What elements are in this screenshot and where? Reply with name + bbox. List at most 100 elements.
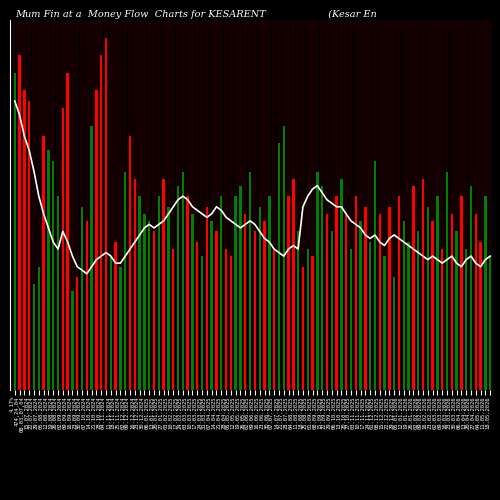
Bar bbox=[123, 20, 128, 390]
Bar bbox=[445, 20, 449, 390]
Bar bbox=[369, 242, 372, 390]
Bar bbox=[14, 73, 16, 390]
Bar bbox=[138, 20, 142, 390]
Bar bbox=[27, 20, 32, 390]
Bar bbox=[446, 172, 448, 390]
Bar bbox=[345, 214, 348, 390]
Bar bbox=[252, 20, 257, 390]
Bar bbox=[230, 256, 232, 390]
Bar bbox=[228, 20, 233, 390]
Bar bbox=[412, 186, 414, 390]
Bar bbox=[483, 20, 488, 390]
Bar bbox=[306, 249, 309, 390]
Bar bbox=[192, 214, 194, 390]
Bar bbox=[90, 20, 94, 390]
Bar bbox=[224, 20, 228, 390]
Bar bbox=[148, 221, 150, 390]
Bar bbox=[32, 20, 36, 390]
Bar bbox=[340, 178, 342, 390]
Bar bbox=[267, 20, 272, 390]
Bar bbox=[397, 20, 401, 390]
Bar bbox=[488, 20, 492, 390]
Bar bbox=[297, 232, 300, 390]
Bar bbox=[57, 196, 59, 390]
Bar bbox=[12, 20, 17, 390]
Bar bbox=[84, 20, 89, 390]
Bar bbox=[392, 20, 396, 390]
Bar bbox=[95, 90, 98, 390]
Bar bbox=[312, 256, 314, 390]
Bar bbox=[408, 242, 410, 390]
Bar bbox=[152, 20, 156, 390]
Bar bbox=[363, 20, 368, 390]
Bar bbox=[153, 232, 156, 390]
Bar bbox=[286, 20, 290, 390]
Bar bbox=[325, 20, 329, 390]
Bar bbox=[42, 136, 45, 390]
Bar bbox=[76, 277, 78, 390]
Bar bbox=[104, 20, 108, 390]
Bar bbox=[206, 207, 208, 390]
Bar bbox=[114, 242, 117, 390]
Bar bbox=[374, 161, 376, 390]
Bar bbox=[118, 20, 122, 390]
Bar bbox=[62, 108, 64, 390]
Bar bbox=[310, 20, 314, 390]
Bar bbox=[28, 101, 30, 390]
Bar bbox=[180, 20, 185, 390]
Bar bbox=[416, 20, 420, 390]
Bar bbox=[402, 221, 405, 390]
Bar bbox=[210, 221, 213, 390]
Bar bbox=[450, 214, 453, 390]
Bar bbox=[158, 196, 160, 390]
Bar bbox=[195, 20, 200, 390]
Bar bbox=[358, 20, 362, 390]
Bar bbox=[364, 207, 366, 390]
Bar bbox=[435, 20, 440, 390]
Bar bbox=[128, 20, 132, 390]
Bar bbox=[464, 20, 468, 390]
Bar bbox=[411, 20, 416, 390]
Bar bbox=[417, 232, 420, 390]
Bar bbox=[440, 20, 444, 390]
Bar bbox=[186, 196, 189, 390]
Bar bbox=[262, 20, 266, 390]
Bar bbox=[18, 55, 21, 390]
Bar bbox=[474, 214, 477, 390]
Bar bbox=[47, 150, 50, 390]
Bar bbox=[71, 292, 74, 390]
Bar bbox=[282, 20, 286, 390]
Bar bbox=[272, 20, 276, 390]
Bar bbox=[349, 20, 353, 390]
Bar bbox=[162, 178, 165, 390]
Bar bbox=[204, 20, 209, 390]
Bar bbox=[388, 207, 390, 390]
Bar bbox=[51, 20, 56, 390]
Bar bbox=[484, 196, 486, 390]
Bar bbox=[296, 20, 300, 390]
Bar bbox=[56, 20, 60, 390]
Bar bbox=[81, 207, 83, 390]
Bar bbox=[225, 249, 228, 390]
Bar bbox=[378, 214, 381, 390]
Bar bbox=[66, 20, 70, 390]
Bar bbox=[176, 20, 180, 390]
Bar bbox=[306, 20, 310, 390]
Bar bbox=[100, 55, 102, 390]
Bar bbox=[336, 196, 338, 390]
Bar bbox=[321, 186, 324, 390]
Bar bbox=[114, 20, 118, 390]
Bar bbox=[42, 20, 46, 390]
Bar bbox=[22, 20, 26, 390]
Bar bbox=[373, 20, 377, 390]
Bar bbox=[142, 20, 146, 390]
Bar bbox=[240, 186, 242, 390]
Bar bbox=[360, 221, 362, 390]
Bar bbox=[162, 20, 166, 390]
Bar bbox=[478, 20, 483, 390]
Bar bbox=[216, 232, 218, 390]
Bar bbox=[201, 256, 203, 390]
Bar bbox=[238, 20, 242, 390]
Bar bbox=[214, 20, 218, 390]
Bar bbox=[430, 20, 434, 390]
